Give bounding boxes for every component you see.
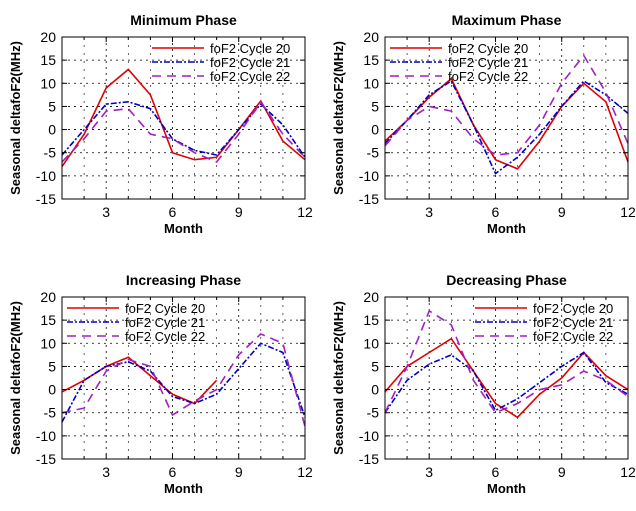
y-tick-label: -10 bbox=[359, 168, 379, 184]
y-axis-label: Seasonal deltafoF2(MHz) bbox=[331, 41, 346, 195]
y-tick-label: 5 bbox=[371, 358, 379, 374]
y-tick-label: 10 bbox=[40, 335, 56, 351]
y-axis-label: Seasonal deltafoF2(MHz) bbox=[8, 41, 23, 195]
y-tick-label: 15 bbox=[363, 312, 379, 328]
plot-frame bbox=[384, 36, 629, 200]
y-tick-label: -5 bbox=[367, 405, 380, 421]
y-tick-label: -5 bbox=[44, 145, 57, 161]
y-tick-label: 20 bbox=[40, 29, 56, 45]
series-line-1 bbox=[384, 337, 629, 419]
series-line-2 bbox=[384, 79, 629, 175]
x-tick-label: 3 bbox=[425, 464, 433, 480]
y-tick-label: -5 bbox=[44, 405, 57, 421]
y-tick-label: -15 bbox=[36, 191, 56, 207]
chart-panel-1: 3 6 9 12 -15 -10 -5 0 5 10 15 20 Minimum Phase Month S… bbox=[8, 12, 313, 236]
x-tick-label: 3 bbox=[102, 204, 110, 220]
legend-label: foF2 Cycle 22 bbox=[448, 69, 528, 84]
y-tick-label: 5 bbox=[48, 358, 56, 374]
x-tick-label: 6 bbox=[492, 204, 500, 220]
y-tick-label: 20 bbox=[363, 29, 379, 45]
x-tick-label: 12 bbox=[297, 204, 313, 220]
x-axis-label: Month bbox=[487, 221, 526, 236]
series-line-2 bbox=[384, 351, 629, 414]
y-tick-label: -5 bbox=[367, 145, 380, 161]
y-tick-label: 20 bbox=[363, 289, 379, 305]
x-axis-label: Month bbox=[164, 481, 203, 496]
x-tick-label: 3 bbox=[102, 464, 110, 480]
legend-label: foF2 Cycle 22 bbox=[210, 69, 290, 84]
y-tick-label: -15 bbox=[359, 191, 379, 207]
y-tick-label: -10 bbox=[36, 168, 56, 184]
plot-frame bbox=[384, 296, 629, 460]
y-tick-label: 5 bbox=[371, 98, 379, 114]
series-line-3 bbox=[384, 309, 629, 414]
chart-panel-4: 3 6 9 12 -15 -10 -5 0 5 10 15 20 Decreasing Phase Mon… bbox=[331, 272, 636, 496]
x-tick-label: 6 bbox=[169, 464, 177, 480]
chart-title: Increasing Phase bbox=[126, 272, 241, 288]
legend-label: foF2 Cycle 20 bbox=[210, 41, 290, 56]
chart-title: Maximum Phase bbox=[452, 12, 562, 28]
y-tick-label: 5 bbox=[48, 98, 56, 114]
x-axis-label: Month bbox=[487, 481, 526, 496]
series-line-1 bbox=[384, 77, 629, 170]
y-tick-label: -10 bbox=[359, 428, 379, 444]
y-tick-label: 0 bbox=[48, 122, 56, 138]
y-tick-label: 0 bbox=[371, 122, 379, 138]
plot-frame bbox=[61, 296, 306, 460]
x-tick-label: 12 bbox=[620, 464, 636, 480]
series-line-3 bbox=[61, 100, 306, 163]
plot-frame bbox=[61, 36, 306, 200]
legend-label: foF2 Cycle 22 bbox=[125, 329, 205, 344]
series-line-2 bbox=[61, 342, 306, 423]
x-axis-label: Month bbox=[164, 221, 203, 236]
legend-label: foF2 Cycle 22 bbox=[533, 329, 613, 344]
legend-label: foF2 Cycle 21 bbox=[448, 55, 528, 70]
x-tick-label: 3 bbox=[425, 204, 433, 220]
legend-label: foF2 Cycle 20 bbox=[448, 41, 528, 56]
series-line-3 bbox=[61, 333, 306, 427]
y-tick-label: 15 bbox=[40, 52, 56, 68]
legend-label: foF2 Cycle 20 bbox=[125, 301, 205, 316]
chart-title: Decreasing Phase bbox=[446, 272, 567, 288]
y-tick-label: 15 bbox=[363, 52, 379, 68]
x-tick-label: 9 bbox=[235, 464, 243, 480]
y-tick-label: 10 bbox=[363, 335, 379, 351]
y-tick-label: -15 bbox=[36, 451, 56, 467]
legend-label: foF2 Cycle 21 bbox=[533, 315, 613, 330]
y-tick-label: 20 bbox=[40, 289, 56, 305]
x-tick-label: 6 bbox=[492, 464, 500, 480]
x-tick-label: 9 bbox=[558, 204, 566, 220]
x-tick-label: 9 bbox=[558, 464, 566, 480]
legend-label: foF2 Cycle 21 bbox=[125, 315, 205, 330]
x-tick-label: 12 bbox=[297, 464, 313, 480]
chart-panel-2: 3 6 9 12 -15 -10 -5 0 5 10 15 20 Maximum Phase Month S… bbox=[331, 12, 636, 236]
legend-label: foF2 Cycle 20 bbox=[533, 301, 613, 316]
x-tick-label: 12 bbox=[620, 204, 636, 220]
y-tick-label: 0 bbox=[48, 382, 56, 398]
y-tick-label: -15 bbox=[359, 451, 379, 467]
y-axis-label: Seasonal deltafoF2(MHz) bbox=[8, 301, 23, 455]
y-tick-label: 10 bbox=[40, 75, 56, 91]
chart-panel-3: 3 6 9 12 -15 -10 -5 0 5 10 15 20 Increasing Phase Mon… bbox=[8, 272, 313, 496]
series-line-3 bbox=[384, 54, 629, 156]
chart-title: Minimum Phase bbox=[130, 12, 237, 28]
y-axis-label: Seasonal deltafoF2(MHz) bbox=[331, 301, 346, 455]
series-line-2 bbox=[61, 100, 306, 158]
legend-label: foF2 Cycle 21 bbox=[210, 55, 290, 70]
x-tick-label: 6 bbox=[169, 204, 177, 220]
y-tick-label: 10 bbox=[363, 75, 379, 91]
y-tick-label: 15 bbox=[40, 312, 56, 328]
y-tick-label: -10 bbox=[36, 428, 56, 444]
x-tick-label: 9 bbox=[235, 204, 243, 220]
y-tick-label: 0 bbox=[371, 382, 379, 398]
